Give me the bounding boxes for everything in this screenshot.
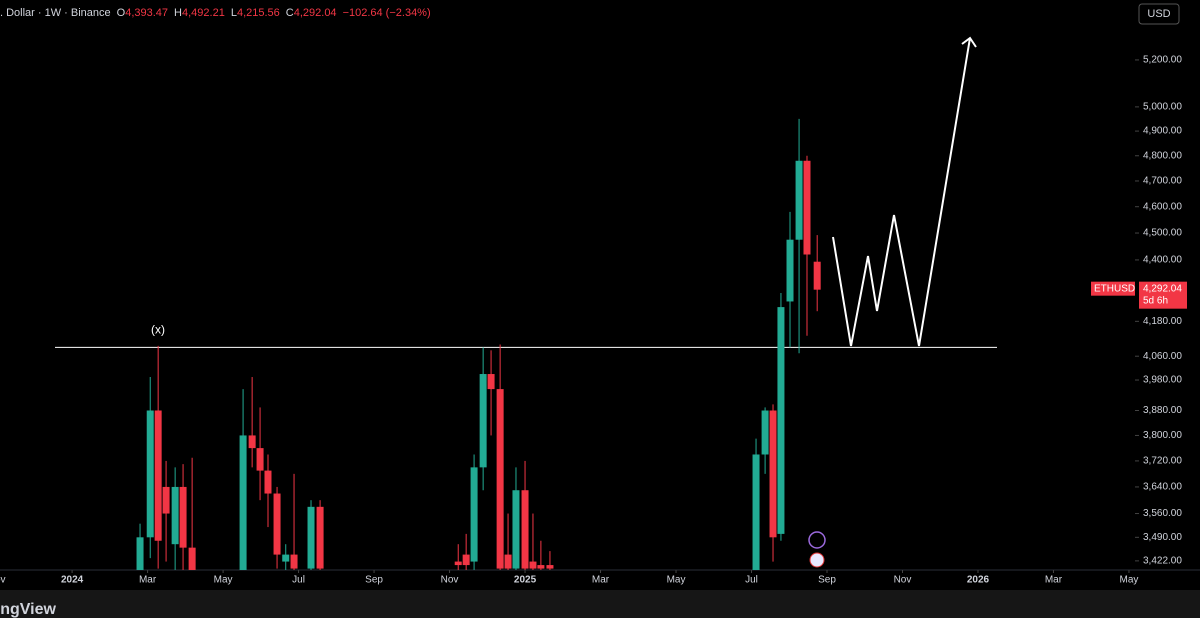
ohlc-label: L — [231, 7, 237, 19]
y-tick-label: 5,000.00 — [1143, 102, 1182, 113]
y-tick-label: 4,180.00 — [1143, 316, 1182, 327]
candle-body — [546, 565, 554, 569]
candle-body — [487, 374, 495, 390]
y-tick-label: 5,200.00 — [1143, 55, 1182, 66]
x-tick-label: May — [1120, 575, 1139, 586]
candle-body — [777, 307, 785, 534]
ohlc-value: 4,215.56 — [237, 7, 280, 19]
x-tick-label: Sep — [365, 575, 383, 586]
ohlc-value: 4,393.47 — [125, 7, 168, 19]
brand: TradingView — [0, 601, 57, 618]
y-tick-label: 4,500.00 — [1143, 228, 1182, 239]
price-tag-value: 4,292.04 — [1143, 283, 1182, 294]
candle-body — [537, 565, 545, 569]
plot-area — [55, 118, 997, 570]
y-tick-label: 3,720.00 — [1143, 456, 1182, 467]
price-tag-symbol: ETHUSD — [1094, 283, 1135, 294]
x-tick-label: Jul — [745, 575, 758, 586]
x-tick-label: 2025 — [514, 575, 537, 586]
x-tick-label: Sep — [818, 575, 836, 586]
candle-body — [239, 435, 247, 570]
candle-body — [795, 160, 803, 240]
footer-bar — [0, 590, 1200, 618]
y-tick-label: 3,422.00 — [1143, 556, 1182, 567]
y-tick-label: 4,700.00 — [1143, 176, 1182, 187]
candle-body — [529, 561, 537, 569]
currency-button[interactable] — [1138, 3, 1180, 25]
x-tick-label: 2026 — [967, 575, 990, 586]
candle-body — [813, 261, 821, 290]
x-tick-label: Jul — [292, 575, 305, 586]
event-icon[interactable] — [808, 531, 826, 549]
x-tick-label: Nov — [0, 575, 6, 586]
event-icon[interactable] — [809, 552, 825, 568]
y-tick-label: 4,400.00 — [1143, 255, 1182, 266]
candle-body — [282, 554, 290, 562]
y-tick-label: 3,560.00 — [1143, 508, 1182, 519]
y-tick-label: 3,980.00 — [1143, 375, 1182, 386]
ohlc-value: 4,492.21 — [182, 7, 225, 19]
candle-body — [146, 410, 154, 538]
x-tick-label: Nov — [441, 575, 459, 586]
candle-body — [504, 554, 512, 569]
ohlc-label: H — [174, 7, 182, 19]
candle-body — [470, 467, 478, 562]
y-tick-label: 4,600.00 — [1143, 201, 1182, 212]
candle-body — [803, 160, 811, 255]
y-tick-label: 3,800.00 — [1143, 430, 1182, 441]
candle-body — [462, 554, 470, 566]
candle-body — [171, 486, 179, 545]
candle-body — [179, 486, 187, 548]
x-tick-label: Mar — [1045, 575, 1063, 586]
ohlc-label: C — [286, 7, 294, 19]
candle-body — [769, 410, 777, 538]
candle-body — [786, 239, 794, 302]
candle-body — [154, 410, 162, 541]
candle-body — [496, 389, 504, 569]
projection-arrow — [832, 36, 977, 347]
x-tick-label: Mar — [139, 575, 157, 586]
y-tick-label: 3,880.00 — [1143, 405, 1182, 416]
candle-body — [479, 374, 487, 468]
header: . Dollar · 1W · Binance O4,393.47 H4,492.2… — [0, 7, 431, 19]
symbol: . Dollar · 1W · Binance — [0, 7, 111, 19]
candle-body — [256, 448, 264, 471]
price-tag — [1091, 281, 1135, 296]
y-tick-label: 3,490.00 — [1143, 532, 1182, 543]
candle-body — [162, 486, 170, 514]
candle-body — [761, 410, 769, 455]
x-tick-label: May — [214, 575, 233, 586]
x-tick-label: Mar — [592, 575, 610, 586]
candle-body — [290, 554, 298, 569]
candle-body — [136, 537, 144, 570]
candle-body — [273, 493, 281, 555]
candle-body — [307, 506, 315, 569]
y-tick-label: 4,900.00 — [1143, 126, 1182, 137]
y-tick-label: 4,800.00 — [1143, 150, 1182, 161]
change: −102.64 (−2.34%) — [343, 7, 431, 19]
candle-body — [752, 454, 760, 570]
candle-body — [248, 435, 256, 449]
annotation: (x) — [151, 323, 165, 337]
countdown: 5d 6h — [1143, 295, 1168, 306]
x-tick-label: May — [667, 575, 686, 586]
ohlc-label: O — [117, 7, 126, 19]
candle-body — [512, 490, 520, 569]
ohlc-value: 4,292.04 — [294, 7, 337, 19]
price-tag-box — [1139, 281, 1187, 309]
y-tick-label: 4,060.00 — [1143, 351, 1182, 362]
x-tick-label: Nov — [894, 575, 912, 586]
candle-body — [264, 470, 272, 494]
currency[interactable]: USD — [1147, 8, 1170, 20]
candle-body — [316, 506, 324, 569]
x-tick-label: 2024 — [61, 575, 84, 586]
candle-body — [188, 547, 196, 570]
candle-body — [454, 561, 462, 566]
y-tick-label: 3,640.00 — [1143, 482, 1182, 493]
candle-body — [521, 490, 529, 569]
